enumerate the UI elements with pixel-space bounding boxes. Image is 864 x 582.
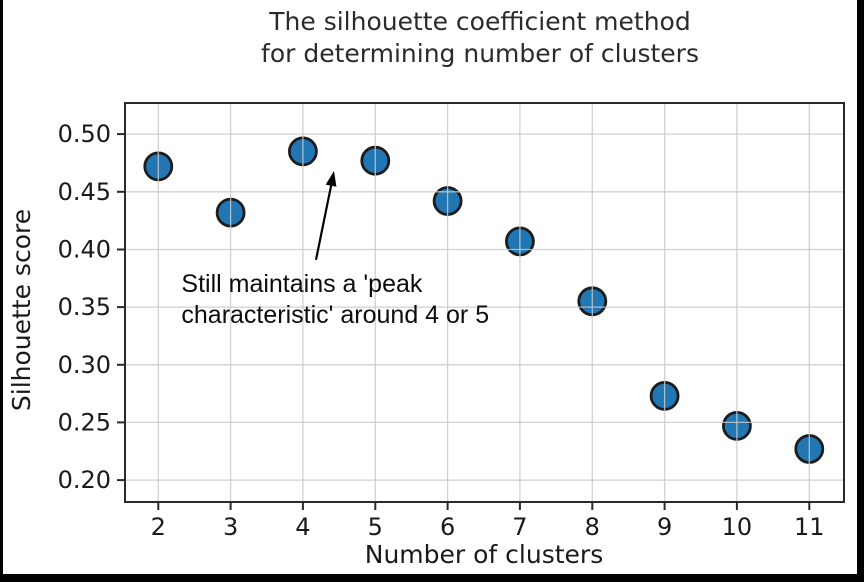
x-tick-label: 2 [151, 513, 166, 541]
x-axis-label: Number of clusters [364, 540, 604, 569]
frame-border-right [857, 0, 864, 582]
y-tick-label: 0.30 [58, 351, 111, 379]
x-tick-label: 3 [223, 513, 238, 541]
x-tick-label: 6 [440, 513, 455, 541]
x-tick-label: 8 [585, 513, 600, 541]
chart-title-line-2: for determining number of clusters [261, 39, 699, 68]
annotation-text-line: characteristic' around 4 or 5 [181, 301, 489, 329]
chart-title: The silhouette coefficient method for de… [96, 6, 864, 70]
x-tick-label: 10 [722, 513, 753, 541]
y-tick-label: 0.50 [58, 120, 111, 148]
y-tick-label: 0.25 [58, 408, 111, 436]
x-tick-label: 4 [295, 513, 310, 541]
annotation-arrow-head [325, 171, 337, 187]
y-tick-label: 0.20 [58, 466, 111, 494]
chart-title-line-1: The silhouette coefficient method [269, 7, 691, 36]
plot-border [124, 102, 845, 503]
x-tick-label: 9 [657, 513, 672, 541]
y-tick-label: 0.40 [58, 236, 111, 264]
annotation-arrow-shaft [314, 185, 333, 261]
x-tick-label: 7 [512, 513, 527, 541]
x-tick-label: 5 [368, 513, 383, 541]
frame-border-bottom [0, 574, 864, 582]
y-tick-label: 0.35 [58, 293, 111, 321]
frame-border-left [0, 0, 3, 582]
annotation-text-line: Still maintains a 'peak [181, 270, 423, 298]
x-tick-label: 11 [794, 513, 825, 541]
y-tick-label: 0.45 [58, 178, 111, 206]
